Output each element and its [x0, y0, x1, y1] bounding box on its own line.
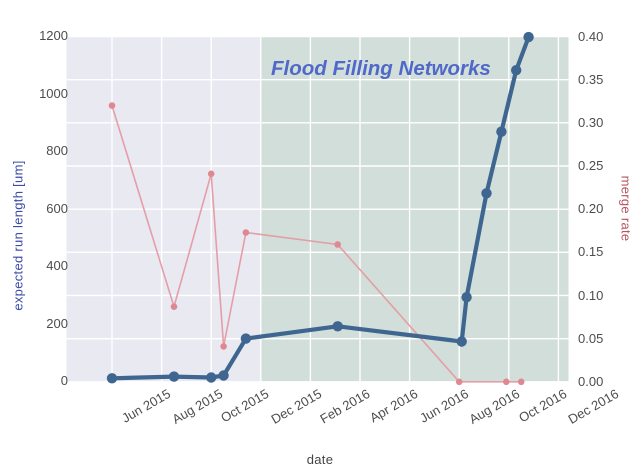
svg-text:Flood Filling Networks: Flood Filling Networks [271, 57, 491, 80]
